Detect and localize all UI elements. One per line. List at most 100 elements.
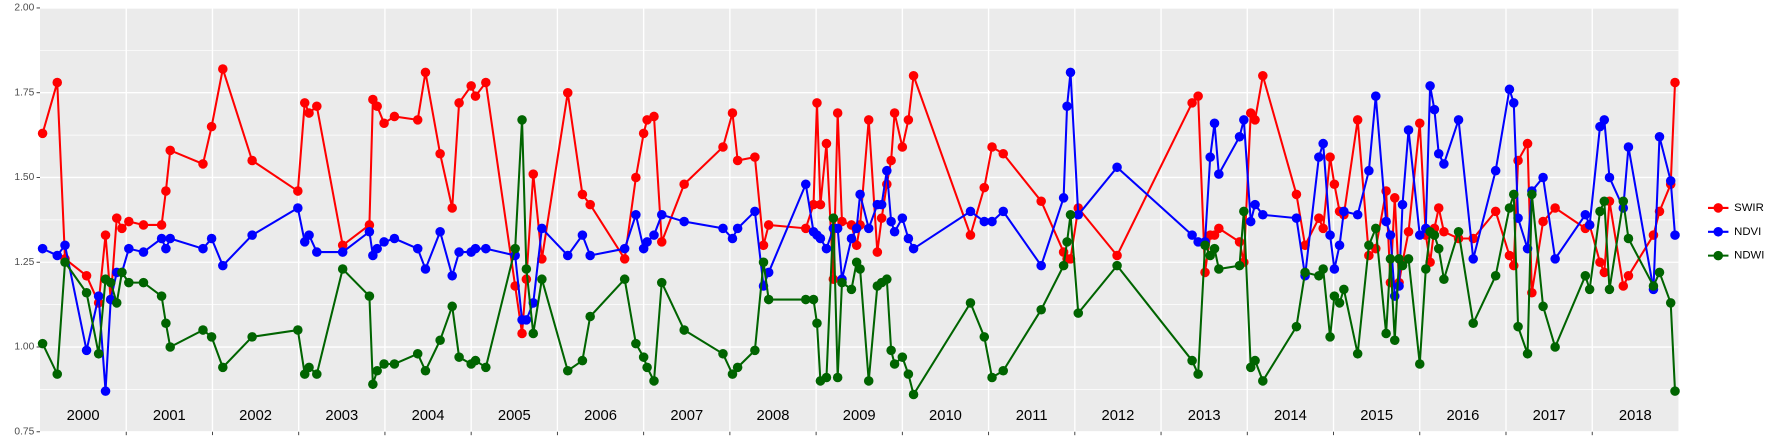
point [1036,260,1046,271]
point [872,247,883,257]
point [105,277,116,288]
point [447,271,457,281]
point [481,243,491,254]
point [1187,230,1197,240]
point [1258,210,1268,220]
point [1599,196,1610,206]
point [1580,210,1591,220]
point [908,70,919,81]
point [758,257,769,268]
point [679,179,689,190]
point [537,223,547,234]
point [1490,206,1501,217]
point [1325,332,1335,342]
point [1065,67,1076,78]
point [124,243,134,254]
point [1538,301,1548,312]
point [1187,98,1197,108]
point [1595,206,1605,217]
point [1595,257,1605,268]
point [1364,250,1374,261]
point [1623,233,1634,244]
point [206,121,217,132]
point [656,210,667,220]
point [1414,118,1425,129]
point [1508,98,1519,108]
point [161,243,171,254]
point [846,284,857,295]
point [727,369,738,379]
point [1433,203,1444,213]
point [111,213,122,223]
point [37,243,48,254]
point [1453,115,1464,125]
point [100,386,111,396]
point [619,274,630,284]
point [93,291,104,301]
point [81,271,92,281]
point [1314,152,1324,162]
point [1193,369,1203,379]
point [1339,206,1349,217]
point [470,355,481,366]
point [863,115,874,125]
point [1648,281,1659,291]
point [1318,264,1328,274]
point [368,250,378,261]
point [1318,138,1328,149]
point [312,247,322,257]
point [577,230,588,240]
point [293,203,303,213]
point [1364,165,1374,176]
point [1513,321,1523,332]
point [855,264,865,274]
point [372,243,382,254]
point [293,186,303,196]
point [889,359,900,369]
point [138,247,149,257]
point [1325,152,1335,162]
point [979,182,990,193]
point [454,98,464,108]
legend-label: NDVI [1734,226,1761,238]
point [718,349,728,359]
point [1112,162,1122,173]
point [1504,203,1515,213]
point [1414,359,1425,369]
point [1200,267,1210,278]
point [1648,230,1659,240]
point [466,81,476,91]
point [851,223,862,234]
point [1414,230,1425,240]
point [165,233,175,244]
point [1618,281,1629,291]
point [1371,223,1381,234]
point [812,318,822,329]
year-label: 2018 [1619,408,1652,424]
point [517,328,527,339]
point [886,216,896,227]
point [368,94,378,105]
point [876,199,887,210]
point [1036,304,1046,315]
point [851,240,862,251]
point [1439,274,1449,284]
year-label: 2001 [153,408,186,424]
point [837,216,847,227]
point [679,325,689,335]
point [1364,240,1374,251]
point [987,142,997,152]
point [124,216,134,227]
point [412,243,423,254]
point [908,389,919,400]
point [1073,308,1084,318]
point [1439,159,1449,169]
point [368,379,378,390]
point [815,199,826,210]
point [198,159,208,169]
point [93,349,104,359]
point [304,362,314,373]
point [198,243,208,254]
point [1429,230,1440,240]
